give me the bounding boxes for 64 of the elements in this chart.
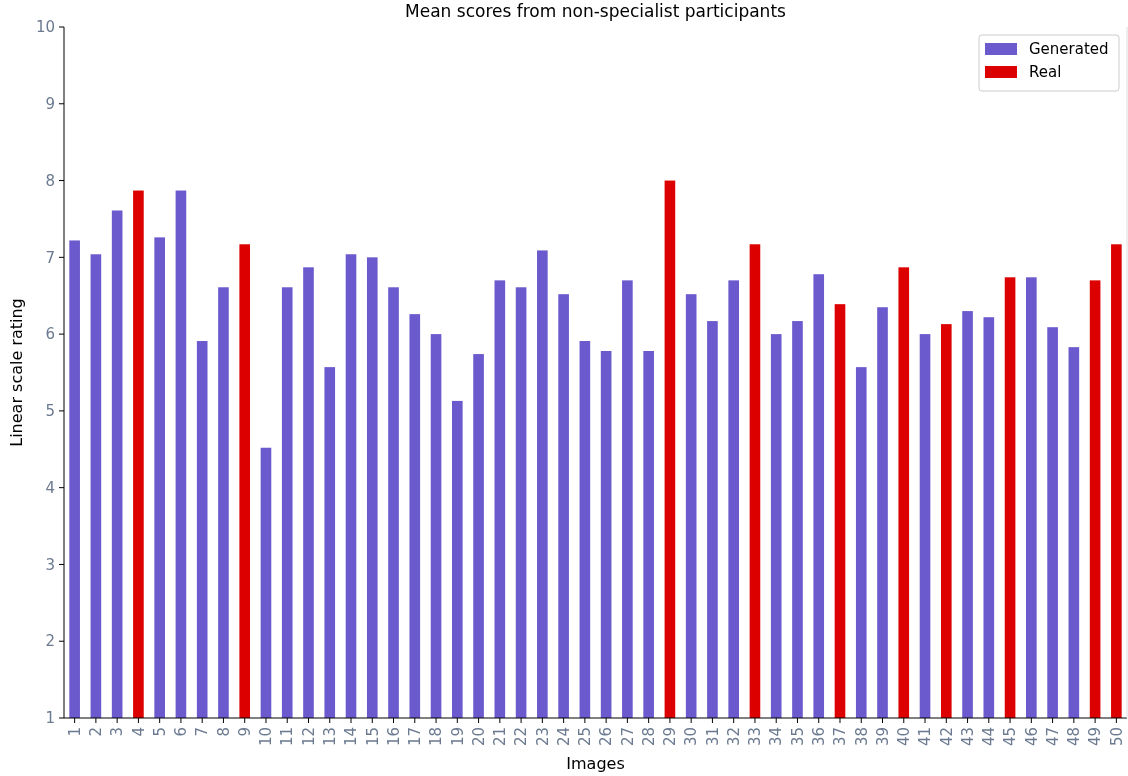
x-tick-label: 30 <box>682 727 701 747</box>
x-tick-label: 13 <box>321 727 339 747</box>
x-tick-label: 27 <box>618 727 637 747</box>
x-tick-label: 26 <box>597 727 616 747</box>
y-tick-label: 3 <box>45 555 55 574</box>
x-tick-label: 46 <box>1022 727 1041 747</box>
x-tick-label: 33 <box>746 727 765 747</box>
x-tick-label: 3 <box>108 727 127 737</box>
x-tick-label: 37 <box>831 727 850 747</box>
y-tick-label: 5 <box>45 402 55 421</box>
x-tick-label: 6 <box>172 727 191 737</box>
x-tick-label: 39 <box>873 727 892 747</box>
x-tick-label: 4 <box>129 727 148 737</box>
x-tick-label: 7 <box>193 727 212 737</box>
x-tick-label: 16 <box>384 727 403 747</box>
x-tick-label: 43 <box>958 727 977 747</box>
y-tick-label: 4 <box>45 478 55 497</box>
x-tick-label: 18 <box>427 727 446 747</box>
x-tick-label: 20 <box>469 727 488 747</box>
y-axis-title: Linear scale rating <box>7 298 26 447</box>
x-tick-label: 17 <box>406 727 425 747</box>
x-tick-label: 12 <box>299 727 318 747</box>
x-tick-label: 38 <box>852 727 871 747</box>
x-tick-label: 28 <box>639 727 658 747</box>
x-tick-label: 31 <box>703 727 722 747</box>
x-tick-label: 19 <box>448 727 467 747</box>
legend-label: Generated <box>1029 40 1109 59</box>
x-tick-label: 8 <box>214 727 233 737</box>
x-tick-label: 11 <box>278 727 297 747</box>
x-tick-label: 9 <box>235 727 254 737</box>
x-tick-label: 15 <box>363 727 382 747</box>
x-tick-label: 47 <box>1043 727 1062 747</box>
x-tick-label: 45 <box>1001 727 1020 747</box>
x-tick-label: 50 <box>1107 727 1126 747</box>
x-tick-label: 21 <box>491 727 510 747</box>
x-tick-label: 36 <box>809 727 828 747</box>
x-tick-label: 22 <box>512 727 531 747</box>
legend-label: Real <box>1029 63 1062 82</box>
x-tick-label: 49 <box>1086 727 1105 747</box>
x-tick-label: 42 <box>937 727 956 747</box>
x-axis-title: Images <box>566 754 625 773</box>
y-tick-label: 2 <box>45 632 55 651</box>
x-tick-label: 24 <box>554 727 573 747</box>
x-tick-label: 44 <box>980 727 999 747</box>
x-tick-label: 41 <box>916 727 935 747</box>
x-tick-label: 25 <box>576 727 595 747</box>
x-tick-label: 32 <box>724 727 743 747</box>
x-tick-label: 40 <box>895 727 914 747</box>
x-tick-label: 10 <box>257 727 276 747</box>
x-tick-label: 14 <box>342 727 361 747</box>
x-tick-label: 29 <box>661 727 680 747</box>
y-tick-label: 9 <box>45 95 55 114</box>
y-tick-label: 8 <box>45 171 55 190</box>
x-tick-label: 5 <box>150 727 169 737</box>
y-tick-label: 7 <box>45 248 55 267</box>
x-tick-label: 34 <box>767 727 786 747</box>
y-tick-label: 10 <box>35 18 55 37</box>
x-tick-label: 35 <box>788 727 807 747</box>
x-tick-label: 1 <box>65 727 84 737</box>
x-tick-label: 48 <box>1065 727 1084 747</box>
y-tick-label: 6 <box>45 325 55 344</box>
x-tick-label: 2 <box>87 727 106 737</box>
chart-title: Mean scores from non-specialist participants <box>405 1 787 21</box>
x-tick-label: 23 <box>533 727 552 747</box>
